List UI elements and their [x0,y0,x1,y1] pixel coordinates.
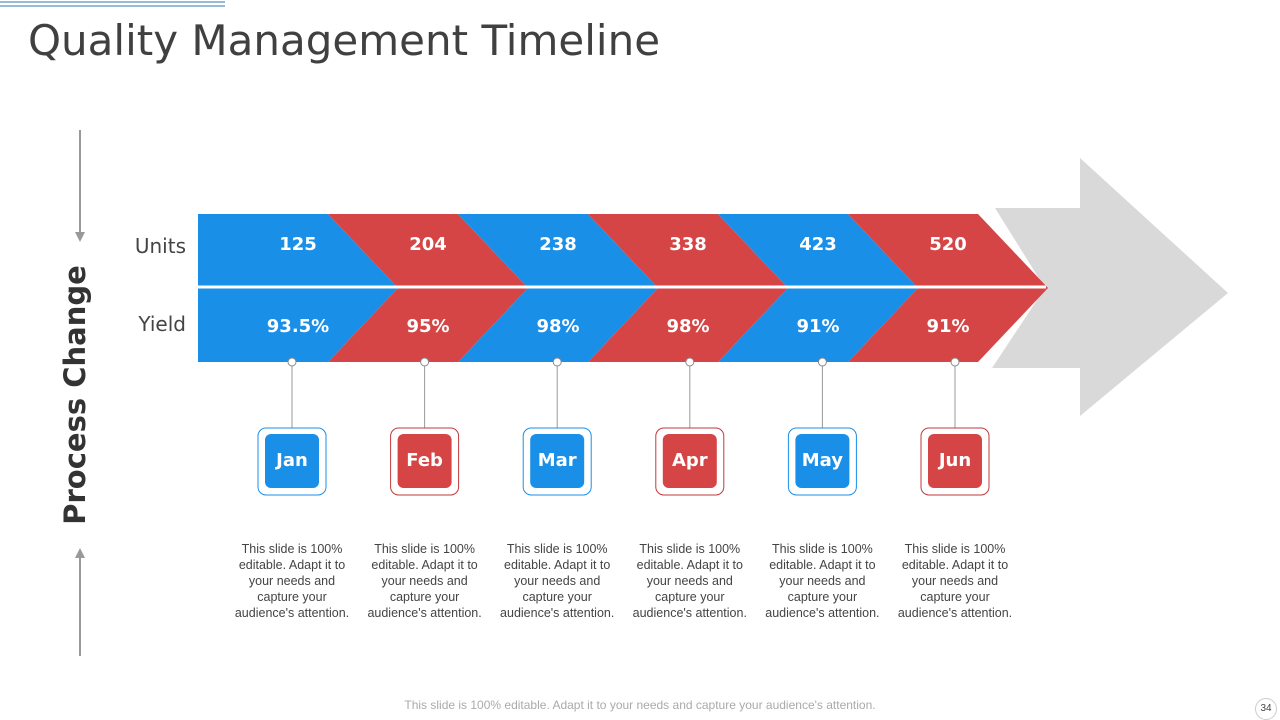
dot [552,357,562,367]
month-label: Feb [406,450,443,471]
units-value: 520 [929,234,967,255]
row-label: Yield [138,312,186,336]
side-label: Process Change [58,265,92,525]
yield-value: 91% [796,316,840,337]
month-box [928,434,982,488]
month-box [795,434,850,488]
yield-value: 91% [926,316,970,337]
units-value: 204 [409,234,447,255]
page-number: 34 [1255,698,1277,720]
month-label: May [801,450,844,471]
description: This slide is 100% editable. Adapt it to… [500,542,615,620]
description: This slide is 100% editable. Adapt it to… [234,542,350,620]
footer: This slide is 100% editable. Adapt it to… [404,698,876,712]
month-box [265,434,319,488]
units-value: 125 [279,234,317,255]
units-value: 423 [799,234,837,255]
description: This slide is 100% editable. Adapt it to… [367,542,482,620]
row-label: Units [134,234,186,258]
month-box [397,434,452,488]
yield-value: 98% [666,316,710,337]
dot [685,357,695,367]
yield-value: 93.5% [266,316,330,337]
dot [287,357,297,367]
description: This slide is 100% editable. Adapt it to… [897,542,1013,620]
month-label: Jan [276,450,308,471]
month-box [662,434,717,488]
month-box [530,434,585,488]
yield-value: 98% [536,316,580,337]
big-arrow [992,158,1228,416]
yield-value: 95% [406,316,450,337]
chevrons [198,214,1048,496]
dot [420,357,430,367]
description: This slide is 100% editable. Adapt it to… [632,542,747,620]
title: Quality Management Timeline [28,16,661,65]
units-value: 338 [669,234,707,255]
month-label: Mar [537,450,577,471]
month-label: Jun [938,450,972,471]
side-arrows [75,130,85,656]
dot [950,357,960,367]
month-label: Apr [671,450,708,471]
description: This slide is 100% editable. Adapt it to… [765,542,880,620]
dot [817,357,827,367]
units-value: 238 [539,234,577,255]
